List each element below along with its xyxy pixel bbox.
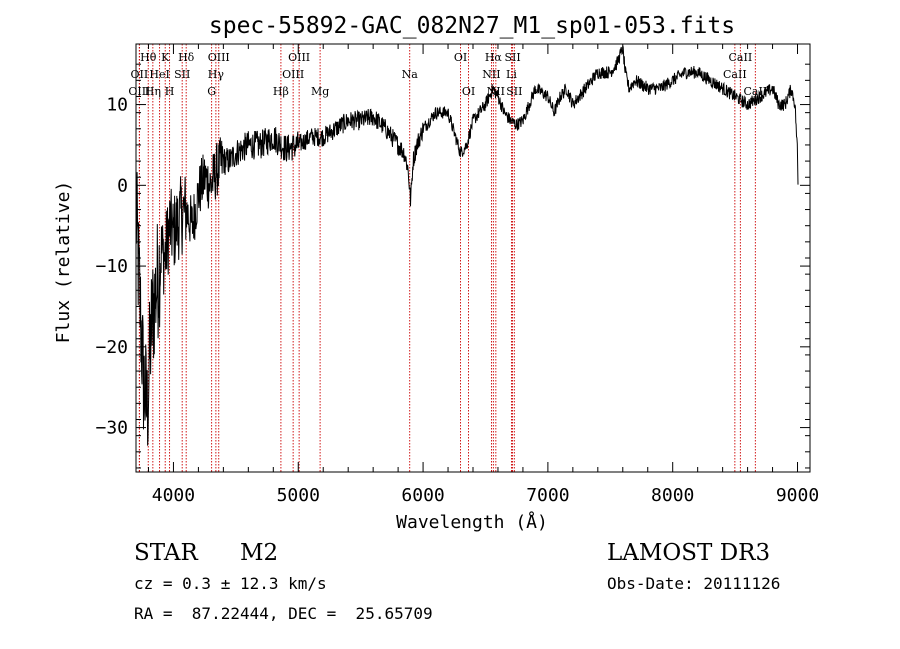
object-subclass: M2 [240,540,279,566]
line-label: SII [174,68,190,81]
line-label: Hγ [208,68,225,81]
line-label: OIII [128,85,150,98]
ra-dec: RA = 87.22444, DEC = 25.65709 [134,604,433,623]
line-label: CaII [723,68,747,81]
line-markers [138,44,756,472]
line-label: Na [402,68,419,81]
line-label: Hα [485,51,503,64]
line-label: OII [131,68,149,81]
line-label: Hβ [273,85,289,98]
y-tick-label: 10 [106,95,128,116]
line-label: CaII [729,51,753,64]
y-tick-label: −10 [95,256,128,277]
obs-date: Obs-Date: 20111126 [607,574,781,593]
line-label: Li [506,68,517,81]
line-label: Hθ [140,51,157,64]
line-labels: Hθ OII OIII K HeI Hη Hδ SII H OIII Hγ G OIII OIII Hβ Mg… [128,51,767,98]
x-tick-label: 8000 [651,485,694,506]
x-tick-label: 5000 [277,485,320,506]
x-axis: 4000 5000 6000 7000 8000 9000 [147,44,819,506]
redshift-cz: cz = 0.3 ± 12.3 km/s [134,574,327,593]
y-axis: −30 −20 −10 0 10 [95,63,810,469]
x-tick-label: 6000 [401,485,444,506]
line-label: K [161,51,170,64]
x-tick-label: 7000 [526,485,569,506]
line-label: OIII [282,68,304,81]
line-label: Mg [311,85,329,98]
line-label: OIII [208,51,230,64]
line-label: Hη [145,85,161,98]
line-label: OI [462,85,475,98]
y-tick-label: −30 [95,418,128,439]
line-label: OI [454,51,467,64]
line-label: G [207,85,216,98]
line-label: SII [504,51,520,64]
y-tick-label: 0 [117,175,128,196]
object-class: STAR [134,540,198,566]
spectrum-line [135,45,799,446]
survey-name: LAMOST DR3 [607,540,771,566]
line-label: NII [482,68,500,81]
line-label: OIII [288,51,310,64]
line-label: H [165,85,175,98]
plot-frame [135,43,811,473]
y-tick-label: −20 [95,337,128,358]
chart-title: spec-55892-GAC_082N27_M1_sp01-053.fits [209,13,735,39]
line-label: HeI [149,68,169,81]
line-label: Hδ [178,51,195,64]
y-axis-label: Flux (relative) [53,181,74,344]
x-tick-label: 4000 [152,485,195,506]
x-axis-label: Wavelength (Å) [396,511,548,533]
x-tick-label: 9000 [776,485,819,506]
line-label: SII [506,85,522,98]
